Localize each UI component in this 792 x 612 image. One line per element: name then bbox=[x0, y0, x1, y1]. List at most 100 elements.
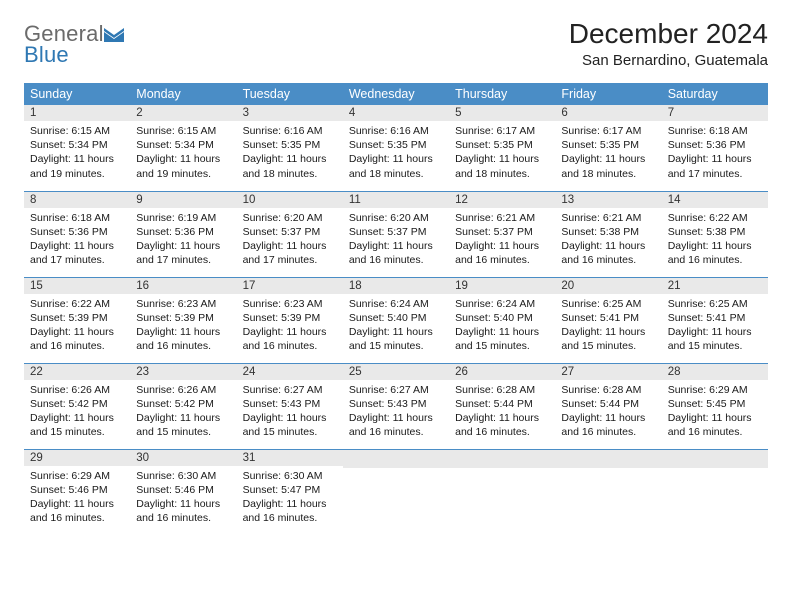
sunset-line: Sunset: 5:41 PM bbox=[561, 311, 655, 325]
day-number: 12 bbox=[449, 192, 555, 208]
daylight-line: Daylight: 11 hours and 16 minutes. bbox=[668, 239, 762, 267]
sunset-line: Sunset: 5:35 PM bbox=[561, 138, 655, 152]
sunset-line: Sunset: 5:40 PM bbox=[455, 311, 549, 325]
day-number: 10 bbox=[237, 192, 343, 208]
day-body: Sunrise: 6:30 AMSunset: 5:47 PMDaylight:… bbox=[237, 466, 343, 532]
day-number: 4 bbox=[343, 105, 449, 121]
daylight-line: Daylight: 11 hours and 16 minutes. bbox=[136, 325, 230, 353]
sunrise-line: Sunrise: 6:27 AM bbox=[349, 383, 443, 397]
daylight-line: Daylight: 11 hours and 18 minutes. bbox=[561, 152, 655, 180]
day-body: Sunrise: 6:29 AMSunset: 5:46 PMDaylight:… bbox=[24, 466, 130, 532]
day-number bbox=[449, 450, 555, 468]
daylight-line: Daylight: 11 hours and 16 minutes. bbox=[455, 411, 549, 439]
calendar-day-cell: 3Sunrise: 6:16 AMSunset: 5:35 PMDaylight… bbox=[237, 105, 343, 191]
day-body: Sunrise: 6:18 AMSunset: 5:36 PMDaylight:… bbox=[24, 208, 130, 274]
calendar-day-cell: 16Sunrise: 6:23 AMSunset: 5:39 PMDayligh… bbox=[130, 277, 236, 363]
calendar-day-cell: 10Sunrise: 6:20 AMSunset: 5:37 PMDayligh… bbox=[237, 191, 343, 277]
daylight-line: Daylight: 11 hours and 15 minutes. bbox=[668, 325, 762, 353]
day-body bbox=[449, 468, 555, 528]
calendar-day-cell: 9Sunrise: 6:19 AMSunset: 5:36 PMDaylight… bbox=[130, 191, 236, 277]
day-body: Sunrise: 6:19 AMSunset: 5:36 PMDaylight:… bbox=[130, 208, 236, 274]
daylight-line: Daylight: 11 hours and 16 minutes. bbox=[30, 325, 124, 353]
sunset-line: Sunset: 5:36 PM bbox=[668, 138, 762, 152]
calendar-day-cell: 19Sunrise: 6:24 AMSunset: 5:40 PMDayligh… bbox=[449, 277, 555, 363]
sunset-line: Sunset: 5:46 PM bbox=[30, 483, 124, 497]
calendar-day-cell: 21Sunrise: 6:25 AMSunset: 5:41 PMDayligh… bbox=[662, 277, 768, 363]
sunset-line: Sunset: 5:39 PM bbox=[30, 311, 124, 325]
day-body: Sunrise: 6:26 AMSunset: 5:42 PMDaylight:… bbox=[130, 380, 236, 446]
calendar-day-cell: 26Sunrise: 6:28 AMSunset: 5:44 PMDayligh… bbox=[449, 363, 555, 449]
day-number: 24 bbox=[237, 364, 343, 380]
sunset-line: Sunset: 5:34 PM bbox=[136, 138, 230, 152]
day-body: Sunrise: 6:20 AMSunset: 5:37 PMDaylight:… bbox=[237, 208, 343, 274]
sunrise-line: Sunrise: 6:17 AM bbox=[561, 124, 655, 138]
calendar-day-cell: 28Sunrise: 6:29 AMSunset: 5:45 PMDayligh… bbox=[662, 363, 768, 449]
calendar-week-row: 1Sunrise: 6:15 AMSunset: 5:34 PMDaylight… bbox=[24, 105, 768, 191]
day-body: Sunrise: 6:21 AMSunset: 5:37 PMDaylight:… bbox=[449, 208, 555, 274]
sunrise-line: Sunrise: 6:29 AM bbox=[30, 469, 124, 483]
calendar-day-cell: 30 Sunrise: 6:30 AMSunset: 5:46 PMDayligh… bbox=[130, 449, 236, 535]
daylight-line: Daylight: 11 hours and 16 minutes. bbox=[668, 411, 762, 439]
daylight-line: Daylight: 11 hours and 18 minutes. bbox=[349, 152, 443, 180]
day-number: 30 bbox=[130, 450, 236, 466]
daylight-line: Daylight: 11 hours and 17 minutes. bbox=[668, 152, 762, 180]
day-body: Sunrise: 6:25 AMSunset: 5:41 PMDaylight:… bbox=[662, 294, 768, 360]
daylight-line: Daylight: 11 hours and 16 minutes. bbox=[136, 497, 230, 525]
day-number: 11 bbox=[343, 192, 449, 208]
daylight-line: Daylight: 11 hours and 19 minutes. bbox=[30, 152, 124, 180]
calendar-day-cell: 1Sunrise: 6:15 AMSunset: 5:34 PMDaylight… bbox=[24, 105, 130, 191]
sunrise-line: Sunrise: 6:19 AM bbox=[136, 211, 230, 225]
day-number: 26 bbox=[449, 364, 555, 380]
day-number: 15 bbox=[24, 278, 130, 294]
calendar-day-cell: 20Sunrise: 6:25 AMSunset: 5:41 PMDayligh… bbox=[555, 277, 661, 363]
sunrise-line: Sunrise: 6:26 AM bbox=[30, 383, 124, 397]
day-number: 8 bbox=[24, 192, 130, 208]
sunrise-line: Sunrise: 6:28 AM bbox=[455, 383, 549, 397]
sunrise-line: Sunrise: 6:30 AM bbox=[243, 469, 337, 483]
day-body: Sunrise: 6:25 AMSunset: 5:41 PMDaylight:… bbox=[555, 294, 661, 360]
calendar-day-cell: 18Sunrise: 6:24 AMSunset: 5:40 PMDayligh… bbox=[343, 277, 449, 363]
sunrise-line: Sunrise: 6:30 AM bbox=[136, 469, 230, 483]
day-number: 5 bbox=[449, 105, 555, 121]
day-body: Sunrise: 6:24 AMSunset: 5:40 PMDaylight:… bbox=[343, 294, 449, 360]
day-body: Sunrise: 6:20 AMSunset: 5:37 PMDaylight:… bbox=[343, 208, 449, 274]
sunrise-line: Sunrise: 6:16 AM bbox=[243, 124, 337, 138]
sunrise-line: Sunrise: 6:15 AM bbox=[136, 124, 230, 138]
day-body: Sunrise: 6:21 AMSunset: 5:38 PMDaylight:… bbox=[555, 208, 661, 274]
day-body: Sunrise: 6:28 AMSunset: 5:44 PMDaylight:… bbox=[555, 380, 661, 446]
daylight-line: Daylight: 11 hours and 15 minutes. bbox=[561, 325, 655, 353]
sunset-line: Sunset: 5:43 PM bbox=[349, 397, 443, 411]
day-body: Sunrise: 6:16 AMSunset: 5:35 PMDaylight:… bbox=[237, 121, 343, 187]
calendar-day-cell: 4Sunrise: 6:16 AMSunset: 5:35 PMDaylight… bbox=[343, 105, 449, 191]
daylight-line: Daylight: 11 hours and 16 minutes. bbox=[30, 497, 124, 525]
daylight-line: Daylight: 11 hours and 15 minutes. bbox=[136, 411, 230, 439]
sunset-line: Sunset: 5:46 PM bbox=[136, 483, 230, 497]
sunrise-line: Sunrise: 6:24 AM bbox=[455, 297, 549, 311]
day-number: 1 bbox=[24, 105, 130, 121]
day-body: Sunrise: 6:15 AMSunset: 5:34 PMDaylight:… bbox=[130, 121, 236, 187]
daylight-line: Daylight: 11 hours and 16 minutes. bbox=[243, 497, 337, 525]
brand-logo: GeneralBlue bbox=[24, 18, 124, 65]
sunset-line: Sunset: 5:39 PM bbox=[243, 311, 337, 325]
day-number: 14 bbox=[662, 192, 768, 208]
calendar-week-row: 29Sunrise: 6:29 AMSunset: 5:46 PMDayligh… bbox=[24, 449, 768, 535]
weekday-header: Friday bbox=[555, 83, 661, 105]
weekday-header: Thursday bbox=[449, 83, 555, 105]
calendar-day-cell: 15Sunrise: 6:22 AMSunset: 5:39 PMDayligh… bbox=[24, 277, 130, 363]
day-body: Sunrise: 6:23 AMSunset: 5:39 PMDaylight:… bbox=[130, 294, 236, 360]
sunset-line: Sunset: 5:45 PM bbox=[668, 397, 762, 411]
day-number: 27 bbox=[555, 364, 661, 380]
sunset-line: Sunset: 5:36 PM bbox=[30, 225, 124, 239]
calendar-day-cell: 29Sunrise: 6:29 AMSunset: 5:46 PMDayligh… bbox=[24, 449, 130, 535]
day-number: 2 bbox=[130, 105, 236, 121]
page-header: GeneralBlue December 2024 San Bernardino… bbox=[24, 18, 768, 69]
daylight-line: Daylight: 11 hours and 18 minutes. bbox=[455, 152, 549, 180]
sunset-line: Sunset: 5:36 PM bbox=[136, 225, 230, 239]
day-number: 13 bbox=[555, 192, 661, 208]
day-number: 7 bbox=[662, 105, 768, 121]
daylight-line: Daylight: 11 hours and 15 minutes. bbox=[30, 411, 124, 439]
sunrise-line: Sunrise: 6:24 AM bbox=[349, 297, 443, 311]
calendar-day-cell bbox=[555, 449, 661, 535]
sunset-line: Sunset: 5:47 PM bbox=[243, 483, 337, 497]
calendar-day-cell bbox=[343, 449, 449, 535]
